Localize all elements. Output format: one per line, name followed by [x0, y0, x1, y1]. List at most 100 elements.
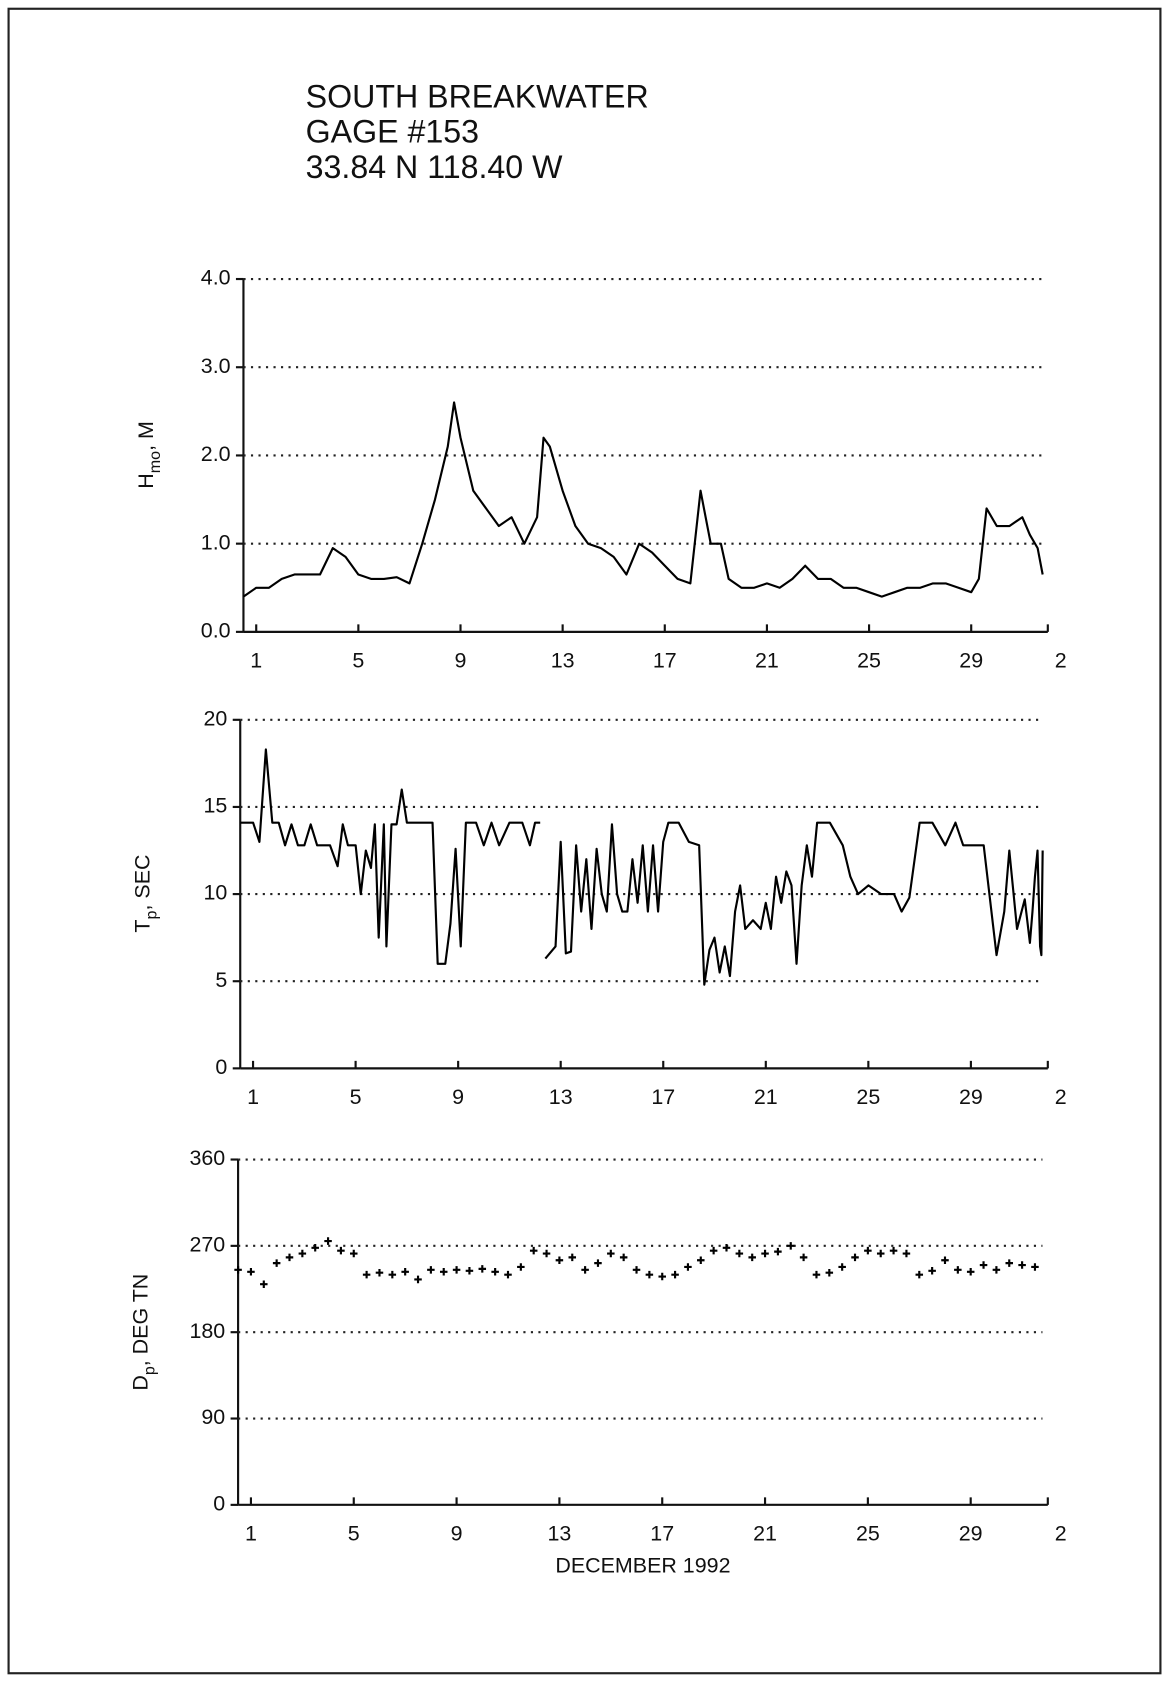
- y-tick-label: 1.0: [201, 530, 231, 554]
- y-tick-label: 2.0: [201, 442, 231, 466]
- y-tick-label: 90: [201, 1405, 225, 1429]
- data-point: [285, 1253, 294, 1262]
- y-tick-label: 5: [215, 968, 227, 992]
- data-point: [427, 1266, 435, 1274]
- data-point: [761, 1249, 769, 1258]
- x-tick-label: 13: [547, 1522, 571, 1546]
- data-point: [825, 1268, 834, 1277]
- x-tick-label: 21: [753, 1522, 777, 1546]
- data-point: [439, 1268, 448, 1276]
- data-point: [838, 1263, 846, 1271]
- data-point: [478, 1265, 487, 1273]
- x-tick-label: 17: [650, 1522, 674, 1546]
- data-point: [748, 1253, 756, 1262]
- data-point: [362, 1270, 371, 1279]
- data-point: [504, 1270, 512, 1279]
- data-point: [581, 1266, 589, 1274]
- data-point: [452, 1266, 461, 1274]
- y-axis-label: Dp, DEG TN: [128, 1274, 159, 1391]
- x-tick-label: 13: [549, 1085, 573, 1109]
- data-point: [401, 1268, 409, 1276]
- page-border: [7, 7, 1162, 1675]
- data-point: [709, 1246, 718, 1255]
- y-axis-label-part: p: [141, 1366, 159, 1375]
- data-point: [607, 1249, 615, 1258]
- data-point: [979, 1261, 988, 1269]
- data-point: [645, 1270, 654, 1279]
- data-point: [1005, 1259, 1014, 1267]
- y-tick-label: 0.0: [201, 619, 231, 643]
- x-tick-label: 5: [348, 1522, 360, 1546]
- y-axis-label-part: D: [128, 1375, 152, 1390]
- data-point: [941, 1256, 949, 1265]
- x-tick-label: 9: [455, 649, 467, 673]
- x-tick-label: 2: [1055, 1085, 1067, 1109]
- x-axis-label: DECEMBER 1992: [555, 1554, 730, 1578]
- data-point: [594, 1259, 602, 1267]
- x-tick-label: 25: [856, 1522, 880, 1546]
- x-tick-label: 17: [653, 649, 677, 673]
- data-point: [735, 1249, 744, 1258]
- x-tick-label: 29: [959, 1085, 983, 1109]
- data-point: [876, 1249, 885, 1258]
- y-tick-label: 0: [215, 1055, 227, 1079]
- data-point: [298, 1249, 307, 1258]
- data-point: [542, 1249, 551, 1258]
- data-point: [324, 1237, 332, 1245]
- data-point: [247, 1268, 255, 1276]
- x-tick-label: 25: [856, 1085, 880, 1109]
- y-tick-label: 15: [204, 794, 228, 818]
- data-point: [799, 1253, 808, 1262]
- data-point: [337, 1246, 345, 1255]
- data-point: [851, 1253, 859, 1262]
- y-tick-label: 3.0: [201, 354, 231, 378]
- x-tick-label: 21: [754, 1085, 778, 1109]
- data-point: [928, 1267, 936, 1275]
- x-tick-label: 29: [959, 1522, 983, 1546]
- y-axis-label: Hmo, M: [134, 421, 165, 489]
- data-point: [992, 1266, 1001, 1274]
- data-point: [517, 1263, 525, 1271]
- data-point: [915, 1270, 924, 1279]
- data-point: [787, 1242, 795, 1250]
- y-axis-label-part: , SEC: [130, 855, 154, 911]
- data-point: [954, 1266, 962, 1274]
- y-tick-label: 270: [189, 1233, 225, 1257]
- data-point: [272, 1259, 281, 1267]
- data-point: [966, 1268, 975, 1276]
- data-point: [234, 1266, 242, 1274]
- data-point: [260, 1280, 268, 1288]
- x-tick-label: 1: [247, 1085, 259, 1109]
- data-point: [658, 1272, 666, 1281]
- data-point: [722, 1244, 731, 1252]
- y-axis-label-part: H: [134, 473, 158, 488]
- y-tick-label: 20: [204, 706, 228, 730]
- y-axis-label-part: T: [130, 919, 154, 932]
- y-axis-label-part: , M: [134, 421, 158, 451]
- data-point: [812, 1270, 821, 1279]
- data-point: [375, 1268, 384, 1277]
- y-tick-label: 180: [189, 1319, 225, 1343]
- data-point: [619, 1253, 628, 1262]
- data-point: [414, 1275, 422, 1284]
- data-line: [240, 748, 1044, 986]
- data-point: [632, 1266, 641, 1274]
- data-point: [684, 1263, 692, 1271]
- data-point: [465, 1267, 474, 1275]
- x-tick-label: 1: [245, 1522, 257, 1546]
- title-line: 33.84 N 118.40 W: [306, 149, 563, 185]
- y-tick-label: 10: [204, 881, 228, 905]
- x-tick-label: 5: [352, 649, 364, 673]
- x-tick-label: 29: [959, 649, 983, 673]
- x-tick-label: 2: [1055, 1522, 1067, 1546]
- data-point: [555, 1256, 564, 1265]
- x-tick-label: 13: [551, 649, 575, 673]
- x-tick-label: 9: [451, 1522, 463, 1546]
- x-tick-label: 5: [350, 1085, 362, 1109]
- data-point: [491, 1268, 499, 1276]
- y-tick-label: 0: [213, 1492, 225, 1516]
- x-tick-label: 9: [452, 1085, 464, 1109]
- data-point: [864, 1246, 872, 1255]
- y-axis-label-part: p: [143, 910, 161, 919]
